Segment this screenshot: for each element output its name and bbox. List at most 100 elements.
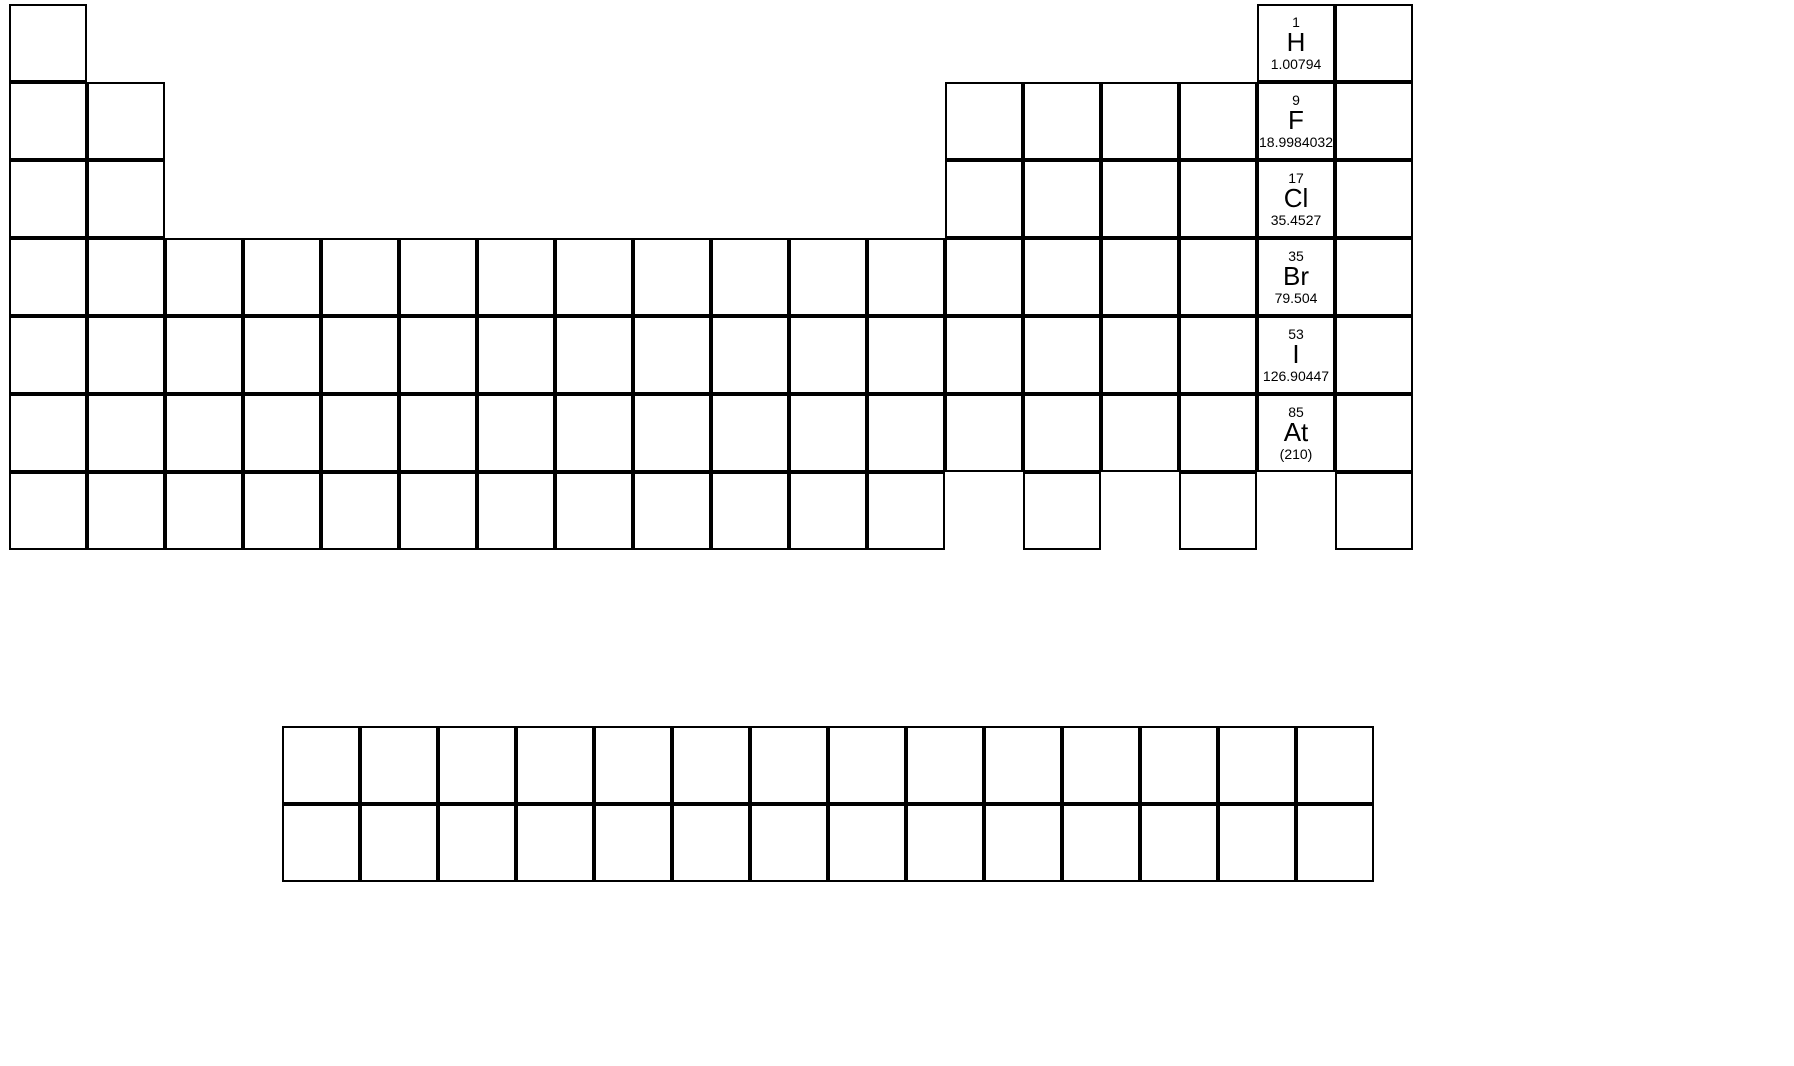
atomic-mass: 79.504: [1275, 291, 1318, 306]
element-symbol: H: [1287, 29, 1306, 56]
empty-cell: [633, 394, 711, 472]
empty-cell: [1335, 4, 1413, 82]
empty-cell: [1179, 316, 1257, 394]
f-block-cell: [516, 726, 594, 804]
empty-cell: [789, 238, 867, 316]
empty-cell: [1023, 82, 1101, 160]
empty-cell: [1179, 82, 1257, 160]
atomic-mass: 18.9984032: [1259, 135, 1333, 150]
f-block-cell: [1218, 804, 1296, 882]
element-cell: 9F18.9984032: [1257, 82, 1335, 160]
empty-cell: [165, 394, 243, 472]
empty-cell: [1101, 82, 1179, 160]
f-block-cell: [672, 804, 750, 882]
f-block-cell: [360, 804, 438, 882]
f-block-cell: [906, 804, 984, 882]
f-block-cell: [750, 726, 828, 804]
empty-cell: [9, 160, 87, 238]
empty-cell: [1335, 394, 1413, 472]
empty-cell: [555, 316, 633, 394]
f-block-cell: [282, 804, 360, 882]
element-symbol: I: [1292, 341, 1299, 368]
element-cell: 17Cl35.4527: [1257, 160, 1335, 238]
empty-cell: [9, 472, 87, 550]
empty-cell: [321, 394, 399, 472]
empty-cell: [711, 238, 789, 316]
empty-cell: [165, 238, 243, 316]
empty-cell: [1335, 472, 1413, 550]
atomic-mass: 35.4527: [1271, 213, 1322, 228]
empty-cell: [1023, 160, 1101, 238]
empty-cell: [9, 82, 87, 160]
element-cell: 85At(210): [1257, 394, 1335, 472]
atomic-mass: (210): [1280, 447, 1313, 462]
empty-cell: [9, 238, 87, 316]
empty-cell: [633, 472, 711, 550]
empty-cell: [633, 238, 711, 316]
f-block-cell: [828, 804, 906, 882]
f-block-cell: [1062, 726, 1140, 804]
empty-cell: [867, 472, 945, 550]
element-symbol: Cl: [1284, 185, 1309, 212]
empty-cell: [555, 238, 633, 316]
empty-cell: [321, 316, 399, 394]
f-block-cell: [750, 804, 828, 882]
f-block-cell: [1140, 804, 1218, 882]
f-block-cell: [438, 804, 516, 882]
empty-cell: [321, 472, 399, 550]
element-cell: 53I126.90447: [1257, 316, 1335, 394]
f-block-cell: [984, 804, 1062, 882]
element-symbol: Br: [1283, 263, 1309, 290]
f-block-cell: [828, 726, 906, 804]
empty-cell: [945, 394, 1023, 472]
f-block-cell: [1296, 726, 1374, 804]
f-block-cell: [1296, 804, 1374, 882]
empty-cell: [789, 316, 867, 394]
empty-cell: [1101, 316, 1179, 394]
empty-cell: [87, 160, 165, 238]
f-block-cell: [1140, 726, 1218, 804]
empty-cell: [9, 316, 87, 394]
empty-cell: [1101, 160, 1179, 238]
empty-cell: [477, 316, 555, 394]
atomic-mass: 1.00794: [1271, 57, 1322, 72]
empty-cell: [1179, 238, 1257, 316]
empty-cell: [945, 238, 1023, 316]
f-block-cell: [516, 804, 594, 882]
f-block-cell: [594, 804, 672, 882]
empty-cell: [711, 394, 789, 472]
empty-cell: [1179, 394, 1257, 472]
empty-cell: [711, 316, 789, 394]
empty-cell: [867, 238, 945, 316]
empty-cell: [633, 316, 711, 394]
empty-cell: [477, 472, 555, 550]
empty-cell: [555, 472, 633, 550]
empty-cell: [1179, 472, 1257, 550]
f-block-cell: [984, 726, 1062, 804]
empty-cell: [1335, 316, 1413, 394]
element-cell: 35Br79.504: [1257, 238, 1335, 316]
empty-cell: [945, 316, 1023, 394]
f-block-cell: [1218, 726, 1296, 804]
empty-cell: [399, 394, 477, 472]
empty-cell: [243, 394, 321, 472]
f-block-cell: [672, 726, 750, 804]
empty-cell: [945, 160, 1023, 238]
empty-cell: [165, 316, 243, 394]
empty-cell: [867, 316, 945, 394]
empty-cell: [477, 238, 555, 316]
element-symbol: At: [1284, 419, 1309, 446]
empty-cell: [165, 472, 243, 550]
empty-cell: [399, 472, 477, 550]
f-block-cell: [282, 726, 360, 804]
periodic-table: 1H1.007949F18.998403217Cl35.452735Br79.5…: [0, 0, 1794, 1066]
empty-cell: [9, 394, 87, 472]
f-block-cell: [1062, 804, 1140, 882]
atomic-mass: 126.90447: [1263, 369, 1329, 384]
f-block-cell: [360, 726, 438, 804]
empty-cell: [1335, 238, 1413, 316]
empty-cell: [399, 316, 477, 394]
empty-cell: [789, 394, 867, 472]
empty-cell: [1023, 316, 1101, 394]
empty-cell: [87, 82, 165, 160]
